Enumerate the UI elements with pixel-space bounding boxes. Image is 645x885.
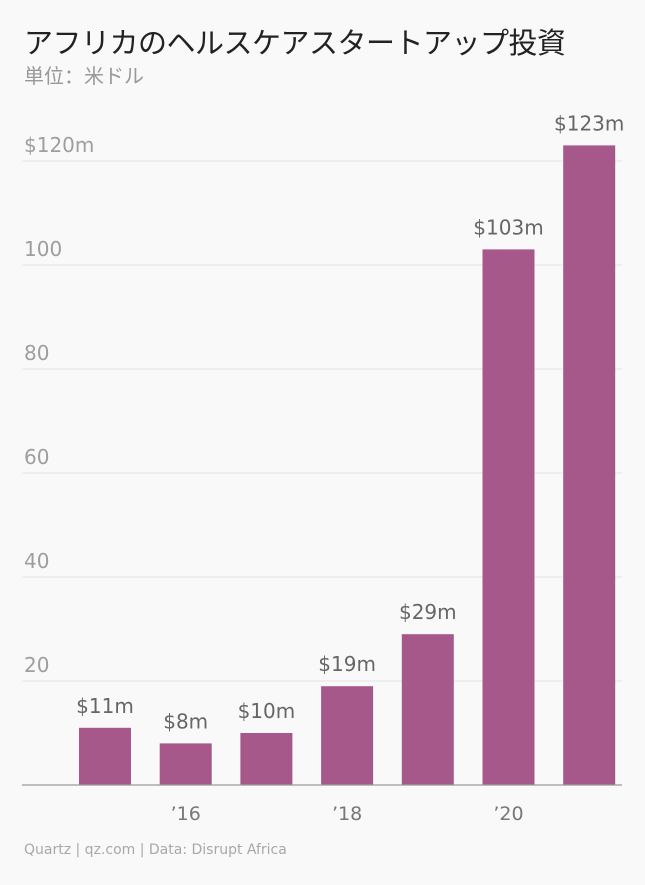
x-axis-labels: ’16 ’18 ’20 — [171, 803, 524, 825]
bar — [159, 743, 212, 785]
y-tick-label: 80 — [24, 341, 49, 365]
bar-value-label: $103m — [473, 215, 543, 239]
y-tick-label: 100 — [24, 237, 62, 261]
bar-value-label: $10m — [238, 699, 296, 723]
data-labels: $11m $8m $10m $19m $29m $103m $123m — [76, 111, 624, 733]
bar-value-label: $11m — [76, 694, 134, 718]
bars — [79, 145, 616, 785]
x-tick-label: ’18 — [332, 803, 362, 825]
bar — [563, 145, 616, 785]
bar — [79, 727, 131, 785]
y-axis-labels: 20 40 60 80 100 $120m — [24, 133, 94, 677]
source-credit: Quartz | qz.com | Data: Disrupt Africa — [24, 842, 287, 858]
y-tick-label: $120m — [24, 133, 94, 157]
y-tick-label: 40 — [24, 549, 49, 573]
bar — [401, 634, 454, 785]
chart-title: アフリカのヘルスケアスタートアップ投資 — [24, 26, 566, 60]
y-tick-label: 60 — [24, 445, 49, 469]
bar — [482, 249, 535, 785]
bar — [321, 686, 374, 785]
bar-value-label: $29m — [399, 600, 457, 624]
chart-subtitle: 単位：米ドル — [24, 64, 144, 88]
x-tick-label: ’20 — [493, 803, 523, 825]
bar — [240, 733, 293, 785]
bar-value-label: $123m — [554, 111, 624, 135]
x-tick-label: ’16 — [171, 803, 201, 825]
bar-value-label: $8m — [163, 709, 208, 733]
bar-value-label: $19m — [318, 652, 376, 676]
y-tick-label: 20 — [24, 653, 49, 677]
